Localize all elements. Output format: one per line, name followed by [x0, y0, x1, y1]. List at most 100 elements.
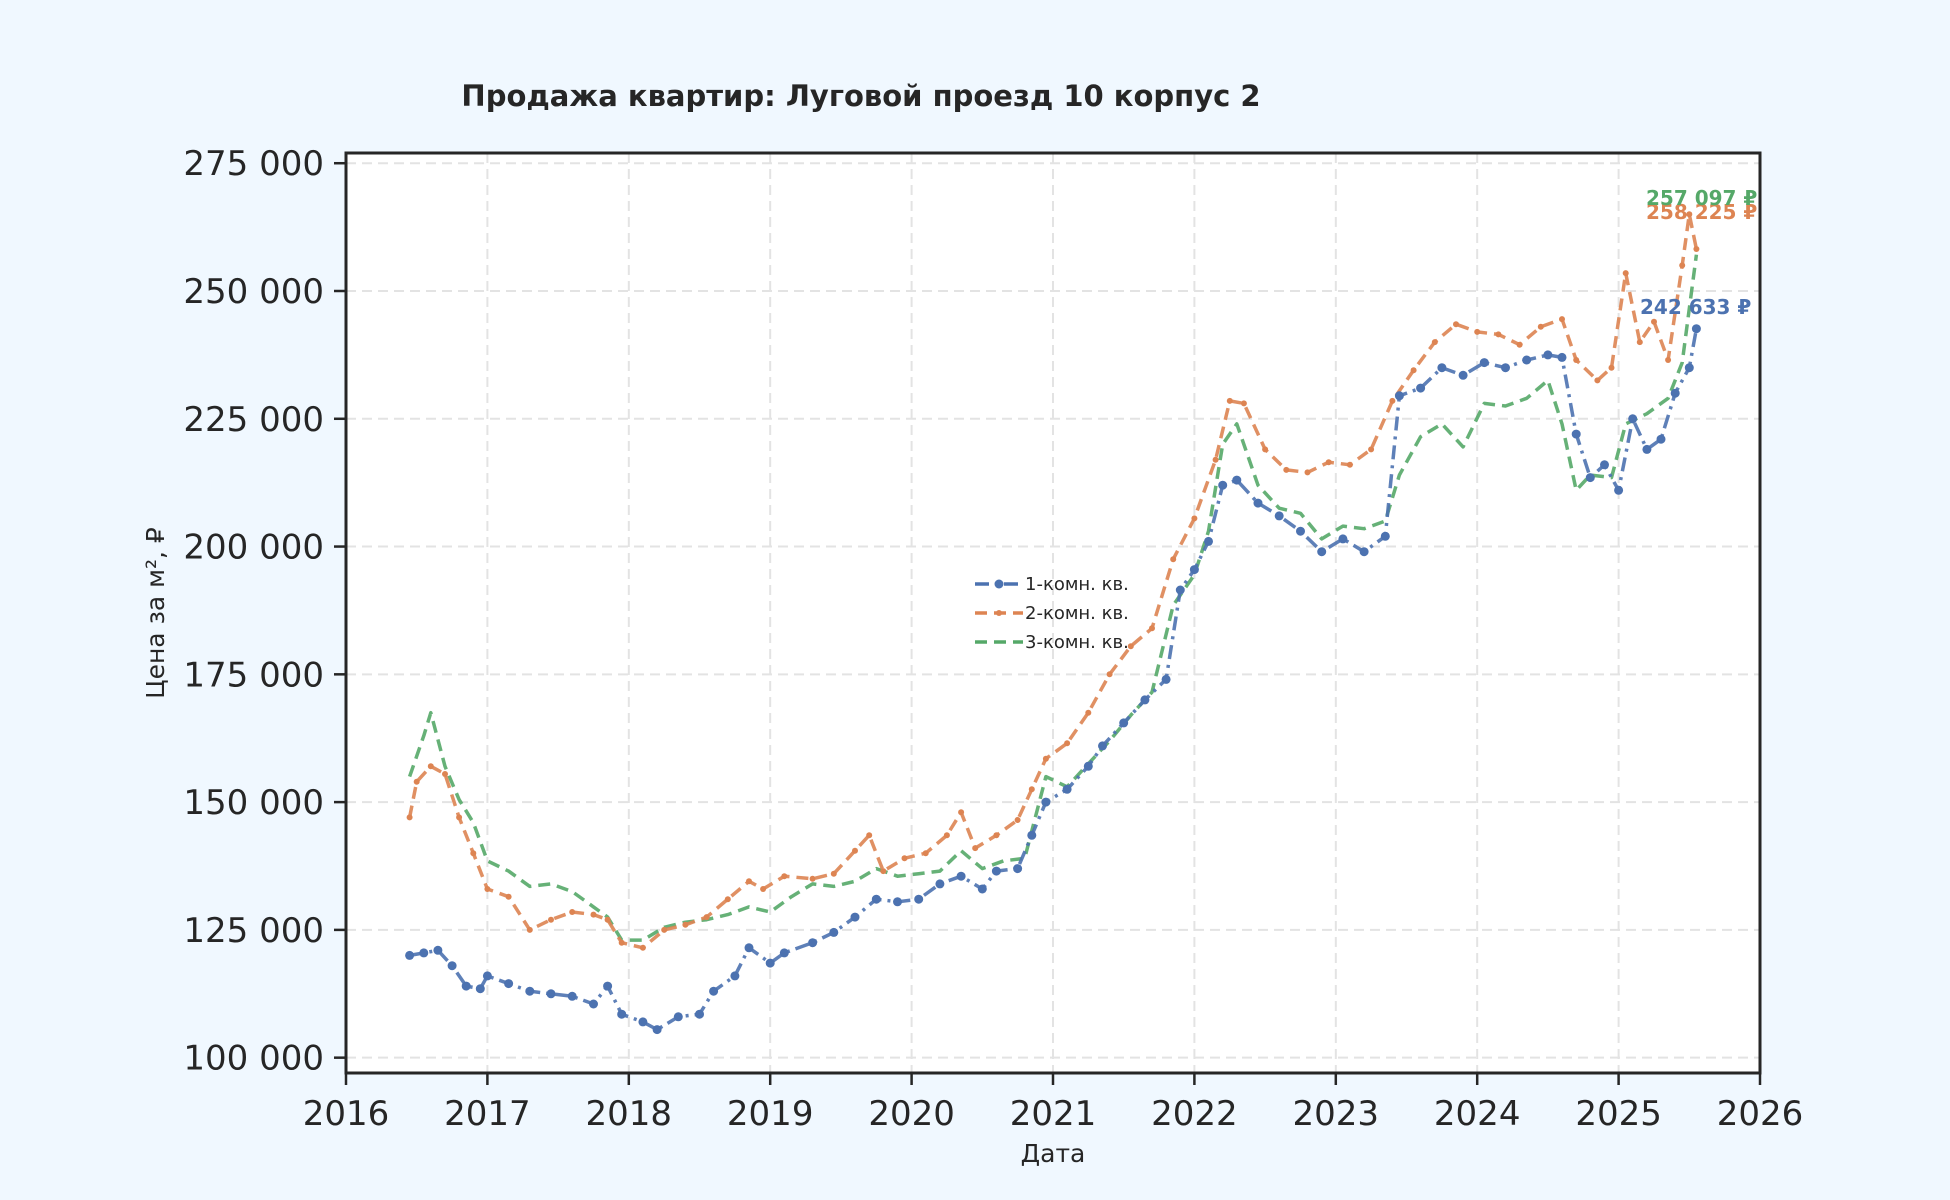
data-point: [1204, 536, 1213, 546]
data-point: [703, 914, 710, 921]
data-point: [1042, 755, 1049, 762]
data-point: [590, 911, 597, 918]
data-point: [1013, 864, 1023, 874]
data-point: [618, 939, 625, 946]
data-point: [1453, 321, 1459, 328]
y-tick-label: 150 000: [183, 783, 324, 823]
data-point: [943, 832, 950, 839]
end-value-label: 257 097 ₽: [1646, 186, 1757, 210]
data-point: [1614, 485, 1624, 495]
data-point: [1218, 480, 1228, 490]
data-point: [1642, 444, 1652, 454]
x-axis-label: Дата: [1021, 1139, 1086, 1168]
data-point: [1175, 585, 1185, 595]
data-point: [1628, 414, 1638, 424]
data-point: [603, 981, 613, 991]
data-point: [433, 945, 443, 955]
data-point: [1608, 364, 1615, 371]
data-point: [1684, 363, 1694, 373]
data-point: [852, 847, 858, 854]
data-point: [1600, 460, 1609, 470]
data-point: [977, 884, 987, 894]
data-point: [1127, 643, 1134, 650]
data-point: [1028, 786, 1035, 793]
legend-label: 1-комн. кв.: [1025, 574, 1129, 595]
data-point: [781, 873, 788, 880]
data-point: [617, 1009, 627, 1019]
x-tick-label: 2016: [303, 1094, 390, 1134]
y-tick-label: 175 000: [183, 655, 324, 695]
data-point: [1516, 341, 1523, 348]
data-point: [730, 971, 740, 981]
data-point: [1594, 377, 1601, 384]
data-point: [779, 948, 789, 958]
series-3: [407, 254, 1699, 942]
data-point: [893, 897, 902, 907]
x-tick-label: 2019: [727, 1094, 814, 1134]
data-point: [1368, 446, 1375, 453]
data-point: [1253, 498, 1263, 508]
data-point: [1665, 357, 1672, 363]
y-tick-label: 125 000: [183, 911, 324, 951]
data-point: [1027, 830, 1037, 840]
data-point: [405, 950, 415, 960]
data-point: [1338, 534, 1348, 544]
x-tick-label: 2026: [1717, 1094, 1804, 1134]
data-point: [447, 961, 457, 971]
data-point: [866, 832, 873, 839]
data-point: [638, 1017, 648, 1027]
data-point: [1232, 475, 1242, 485]
data-point: [475, 984, 485, 994]
data-point: [935, 879, 945, 889]
data-point: [1495, 331, 1502, 338]
data-point: [808, 938, 818, 948]
series-2: [406, 211, 1700, 951]
data-point: [548, 916, 554, 923]
data-point: [652, 1025, 662, 1035]
data-point: [1170, 556, 1177, 563]
data-point: [569, 909, 576, 915]
data-point: [993, 832, 1000, 839]
data-point: [484, 886, 491, 892]
data-point: [1679, 262, 1686, 269]
y-tick-label: 100 000: [183, 1039, 324, 1079]
x-tick-label: 2022: [1151, 1094, 1238, 1134]
data-point: [1416, 383, 1426, 393]
data-point: [991, 866, 1001, 876]
data-point: [1522, 355, 1532, 365]
legend: 1-комн. кв. 2-комн. кв. 3-комн. кв.: [975, 574, 1129, 653]
data-point: [901, 855, 908, 862]
data-point: [661, 926, 668, 933]
x-tick-label: 2025: [1575, 1094, 1662, 1134]
data-point: [1098, 741, 1107, 751]
data-point: [1149, 625, 1155, 632]
legend-label: 2-комн. кв.: [1025, 603, 1129, 624]
data-point: [470, 850, 477, 857]
data-point: [1458, 370, 1468, 380]
data-point: [604, 916, 611, 923]
data-point: [830, 870, 837, 877]
data-point: [1656, 434, 1666, 444]
data-point: [546, 989, 556, 999]
data-point: [419, 948, 429, 958]
data-point: [1585, 473, 1595, 483]
x-tick-label: 2021: [1010, 1094, 1097, 1134]
data-point: [760, 886, 767, 892]
data-point: [1479, 358, 1489, 368]
data-point: [1410, 367, 1417, 374]
axis-ticks: 2016 2017 2018 2019 2020 2021 2022 2023 2024 2025…: [183, 144, 1803, 1134]
data-point: [724, 896, 731, 903]
data-point: [809, 875, 816, 882]
end-value-label: 242 633 ₽: [1640, 295, 1751, 319]
data-point: [1431, 339, 1438, 346]
y-tick-label: 225 000: [183, 400, 324, 440]
series-line: [407, 254, 1699, 942]
data-point: [1085, 709, 1092, 716]
data-point: [1062, 784, 1072, 794]
data-point: [765, 958, 775, 968]
legend-label: 3-комн. кв.: [1025, 632, 1129, 653]
end-labels: 242 633 ₽ 258 225 ₽257 097 ₽: [1640, 186, 1757, 319]
data-point: [525, 986, 535, 996]
data-point: [1212, 456, 1219, 463]
